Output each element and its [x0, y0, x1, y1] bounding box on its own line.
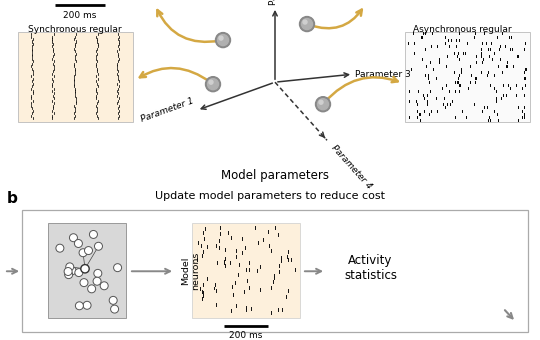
Bar — [192, 223, 300, 318]
Circle shape — [218, 35, 228, 46]
Circle shape — [56, 244, 64, 252]
Text: Activity
statistics: Activity statistics — [344, 254, 397, 282]
Text: Model parameters: Model parameters — [221, 169, 329, 182]
Circle shape — [301, 19, 313, 30]
Circle shape — [300, 17, 314, 32]
Bar — [405, 32, 530, 122]
Text: Model
neurons: Model neurons — [181, 252, 200, 290]
Circle shape — [84, 246, 92, 255]
Circle shape — [76, 302, 83, 310]
Circle shape — [94, 269, 102, 277]
Bar — [22, 210, 528, 332]
Bar — [48, 223, 126, 318]
Text: b: b — [7, 191, 18, 206]
Text: Parameter 1: Parameter 1 — [139, 97, 195, 124]
Circle shape — [75, 239, 83, 248]
Text: Synchronous regular: Synchronous regular — [28, 25, 122, 34]
Circle shape — [318, 99, 328, 110]
Circle shape — [80, 279, 88, 287]
Circle shape — [93, 277, 101, 285]
Circle shape — [111, 305, 119, 313]
Circle shape — [319, 100, 323, 104]
Circle shape — [207, 79, 219, 90]
Circle shape — [75, 269, 83, 276]
Text: Parameter 4: Parameter 4 — [330, 143, 374, 191]
Circle shape — [315, 97, 330, 112]
Circle shape — [206, 76, 220, 92]
Circle shape — [79, 249, 87, 257]
Circle shape — [68, 267, 76, 275]
Circle shape — [65, 271, 73, 278]
Text: 200 ms: 200 ms — [230, 331, 262, 340]
Circle shape — [70, 234, 77, 242]
Circle shape — [109, 296, 117, 304]
Text: Asynchronous regular: Asynchronous regular — [413, 25, 511, 34]
Circle shape — [94, 242, 103, 250]
Circle shape — [83, 301, 91, 309]
Circle shape — [66, 263, 74, 271]
Circle shape — [87, 285, 96, 293]
Text: Parameter 2: Parameter 2 — [269, 0, 278, 5]
Circle shape — [113, 264, 122, 272]
Text: 200 ms: 200 ms — [63, 11, 97, 20]
Bar — [18, 32, 133, 122]
Circle shape — [219, 36, 223, 40]
Text: Parameter 3: Parameter 3 — [355, 70, 411, 79]
Circle shape — [303, 20, 307, 24]
Circle shape — [90, 231, 97, 238]
Circle shape — [209, 80, 213, 84]
Circle shape — [64, 268, 72, 275]
Circle shape — [100, 282, 108, 290]
Text: Update model parameters to reduce cost: Update model parameters to reduce cost — [155, 191, 385, 201]
Circle shape — [215, 33, 231, 48]
Circle shape — [81, 265, 89, 273]
